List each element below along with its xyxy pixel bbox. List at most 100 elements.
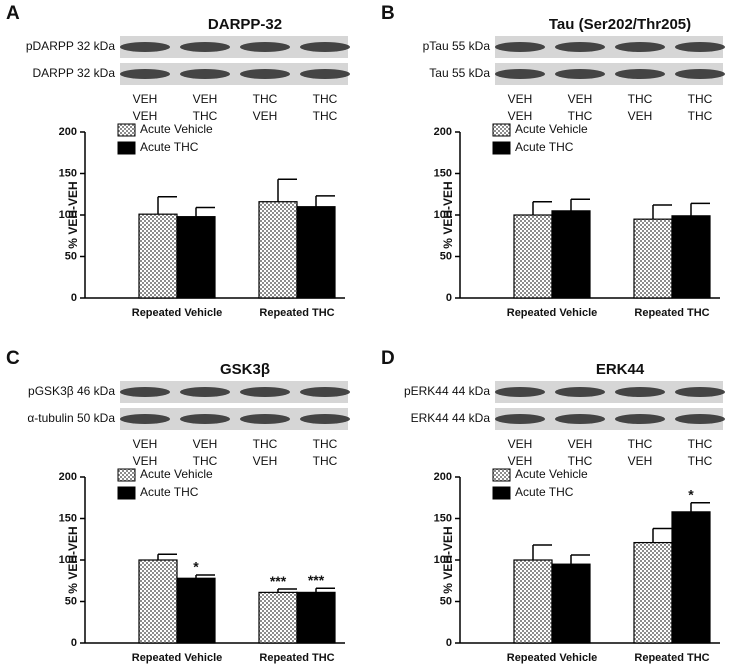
blot-label: ERK44 44 kDa — [411, 411, 491, 425]
panel-letter: D — [381, 348, 395, 369]
blot-strip — [120, 36, 348, 58]
lane-label: VEH — [568, 437, 593, 451]
lane-label: THC — [568, 454, 593, 468]
legend-label: Acute THC — [140, 140, 199, 154]
legend-label: Acute THC — [515, 140, 574, 154]
blot-band — [615, 414, 665, 424]
bar — [671, 511, 711, 644]
legend-swatch — [117, 486, 136, 500]
bar — [551, 210, 591, 299]
panel-title: DARPP-32 — [208, 16, 282, 33]
y-tick-label: 50 — [440, 250, 452, 262]
significance-label: *** — [308, 572, 325, 588]
legend-label: Acute THC — [140, 485, 199, 499]
y-tick-label: 150 — [434, 512, 452, 524]
legend-label: Acute Vehicle — [515, 122, 588, 136]
panel: A DARPP-32 pDARPP 32 kDa DARPP 32 kDa VEH VEH… — [6, 3, 350, 319]
blot-band — [120, 387, 170, 397]
blot-strip — [495, 408, 723, 430]
lane-label: THC — [193, 109, 218, 123]
bar — [633, 541, 673, 644]
error-bar — [277, 588, 297, 593]
bar — [138, 559, 178, 644]
legend-swatch — [117, 123, 136, 137]
error-bar — [652, 527, 672, 543]
y-tick-label: 100 — [434, 209, 452, 221]
blot-band — [180, 42, 230, 52]
y-axis-label: % VEH-VEH — [66, 181, 80, 248]
lane-label: VEH — [133, 454, 158, 468]
blot-band — [615, 69, 665, 79]
bar — [296, 591, 336, 644]
lane-label: THC — [688, 92, 713, 106]
x-tick-label: Repeated Vehicle — [132, 652, 223, 664]
y-tick-label: 150 — [59, 512, 77, 524]
bar — [551, 563, 591, 644]
blot-band — [240, 414, 290, 424]
blot-label: DARPP 32 kDa — [33, 66, 116, 80]
blot-band — [555, 42, 605, 52]
blot-band — [120, 42, 170, 52]
y-tick-label: 0 — [71, 292, 77, 304]
bar — [176, 216, 216, 299]
lane-label: VEH — [193, 92, 218, 106]
blot-strip — [120, 381, 348, 403]
blot-band — [555, 414, 605, 424]
lane-label: THC — [313, 454, 338, 468]
lane-label: VEH — [568, 92, 593, 106]
error-bar — [195, 574, 215, 579]
legend-label: Acute Vehicle — [515, 467, 588, 481]
error-bar — [570, 198, 590, 211]
x-tick-label: Repeated THC — [259, 652, 334, 664]
error-bar — [157, 195, 177, 215]
legend-label: Acute Vehicle — [140, 467, 213, 481]
y-tick-label: 200 — [59, 126, 77, 138]
blot-band — [300, 69, 350, 79]
blot-band — [555, 69, 605, 79]
error-bar — [195, 206, 215, 217]
y-tick-label: 50 — [65, 250, 77, 262]
lane-label: THC — [688, 437, 713, 451]
lane-label: VEH — [508, 92, 533, 106]
bar — [671, 215, 711, 299]
y-tick-label: 0 — [71, 637, 77, 649]
legend-swatch — [492, 141, 511, 155]
bar — [258, 201, 298, 299]
error-bar — [532, 200, 552, 215]
lane-label: THC — [628, 92, 653, 106]
lane-label: VEH — [628, 109, 653, 123]
lane-label: THC — [253, 92, 278, 106]
blot-label: α-tubulin 50 kDa — [27, 411, 115, 425]
bar — [296, 206, 336, 299]
legend-label: Acute Vehicle — [140, 122, 213, 136]
blot-band — [495, 42, 545, 52]
bar — [513, 214, 553, 299]
blot-band — [555, 387, 605, 397]
lane-label: THC — [313, 437, 338, 451]
lane-label: VEH — [133, 109, 158, 123]
y-axis-label: % VEH-VEH — [66, 526, 80, 593]
y-tick-label: 50 — [440, 595, 452, 607]
blot-band — [240, 69, 290, 79]
bar — [176, 577, 216, 644]
error-bar — [315, 587, 335, 593]
error-bar — [690, 202, 710, 216]
x-tick-label: Repeated THC — [634, 652, 709, 664]
error-bar — [532, 544, 552, 560]
blot-band — [495, 387, 545, 397]
lane-label: VEH — [508, 437, 533, 451]
blot-band — [675, 387, 725, 397]
lane-label: THC — [193, 454, 218, 468]
error-bar — [277, 178, 297, 202]
lane-label: VEH — [133, 437, 158, 451]
x-tick-label: Repeated Vehicle — [507, 652, 598, 664]
significance-label: * — [688, 486, 694, 502]
blot-strip — [495, 381, 723, 403]
legend-swatch — [117, 141, 136, 155]
y-tick-label: 150 — [59, 167, 77, 179]
lane-label: VEH — [253, 109, 278, 123]
lane-label: THC — [313, 109, 338, 123]
blot-band — [300, 42, 350, 52]
x-tick-label: Repeated THC — [634, 307, 709, 319]
